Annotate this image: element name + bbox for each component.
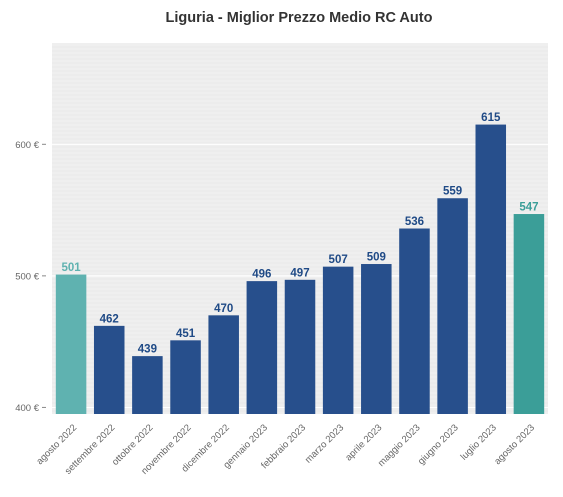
data-label: 451 (176, 328, 196, 340)
x-tick-label: marzo 2023 (303, 422, 346, 465)
bar (208, 315, 239, 414)
y-tick-label: 400 € (15, 403, 39, 414)
data-label: 439 (138, 344, 157, 356)
data-label: 536 (405, 216, 424, 228)
data-label: 559 (443, 186, 462, 198)
data-label: 615 (481, 112, 501, 124)
x-tick-label: agosto 2023 (492, 422, 537, 467)
bar (475, 124, 507, 414)
bar (132, 356, 163, 414)
x-tick-label: giugno 2023 (416, 422, 461, 467)
bar (322, 266, 354, 414)
data-labels-group: 501 462 439 451 470 496 497 507 509 536 559 615 547 (61, 112, 538, 356)
y-tick-label: 600 € (15, 140, 39, 151)
data-label: 462 (100, 313, 119, 325)
data-label: 470 (214, 303, 233, 315)
bars-group (55, 124, 545, 414)
bar (55, 274, 87, 414)
data-label: 547 (519, 202, 538, 214)
bar (284, 279, 316, 414)
data-label: 507 (329, 254, 348, 266)
x-tick-label: aprile 2023 (343, 422, 384, 463)
data-label: 497 (290, 267, 309, 279)
bar (93, 325, 125, 414)
bar (437, 198, 468, 414)
bar (170, 340, 201, 414)
bar (361, 264, 392, 414)
data-label: 501 (61, 262, 81, 274)
bar (399, 228, 430, 414)
bar (513, 214, 545, 414)
y-tick-label: 500 € (15, 271, 39, 282)
x-tick-label: luglio 2023 (459, 422, 499, 462)
chart-title: Liguria - Miglior Prezzo Medio RC Auto (166, 10, 433, 26)
y-axis: 400 € 500 € 600 € (15, 140, 46, 414)
bar (246, 281, 278, 414)
data-label: 509 (367, 252, 386, 264)
data-label: 496 (252, 269, 271, 281)
